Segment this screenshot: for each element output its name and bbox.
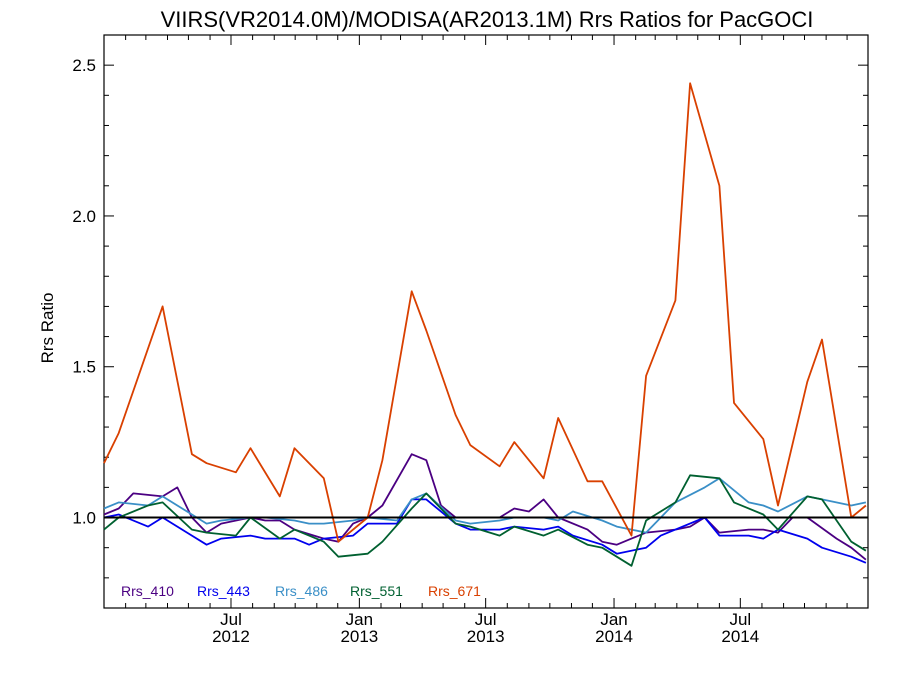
legend-entry: Rrs_410 bbox=[121, 583, 174, 599]
legend-entry: Rrs_671 bbox=[428, 583, 481, 599]
y-tick-label: 1.5 bbox=[72, 358, 96, 377]
x-tick-month-label: Jan bbox=[346, 610, 373, 629]
series-line-rrs-486 bbox=[103, 477, 867, 534]
plot-area: 1.01.52.02.5Jul2012Jan2013Jul2013Jan2014… bbox=[72, 34, 869, 646]
x-tick-year-label: 2014 bbox=[721, 627, 759, 646]
y-tick-label: 2.0 bbox=[72, 207, 96, 226]
x-tick-month-label: Jan bbox=[600, 610, 627, 629]
x-tick-year-label: 2013 bbox=[467, 627, 505, 646]
x-tick-month-label: Jul bbox=[729, 610, 751, 629]
series-line-rrs-671 bbox=[103, 82, 867, 543]
chart-title: VIIRS(VR2014.0M)/MODISA(AR2013.1M) Rrs R… bbox=[161, 7, 814, 32]
y-tick-label: 1.0 bbox=[72, 509, 96, 528]
legend-entry: Rrs_443 bbox=[197, 583, 250, 599]
x-tick-year-label: 2013 bbox=[340, 627, 378, 646]
x-tick-month-label: Jul bbox=[220, 610, 242, 629]
legend-entry: Rrs_486 bbox=[275, 583, 328, 599]
y-tick-label: 2.5 bbox=[72, 56, 96, 75]
series-line-rrs-443 bbox=[103, 498, 867, 564]
legend-entry: Rrs_551 bbox=[350, 583, 403, 599]
y-axis-label: Rrs Ratio bbox=[38, 293, 57, 364]
x-tick-year-label: 2014 bbox=[595, 627, 633, 646]
x-tick-year-label: 2012 bbox=[212, 627, 250, 646]
series-line-rrs-410 bbox=[103, 453, 867, 561]
series-line-rrs-551 bbox=[103, 474, 867, 567]
x-tick-month-label: Jul bbox=[475, 610, 497, 629]
